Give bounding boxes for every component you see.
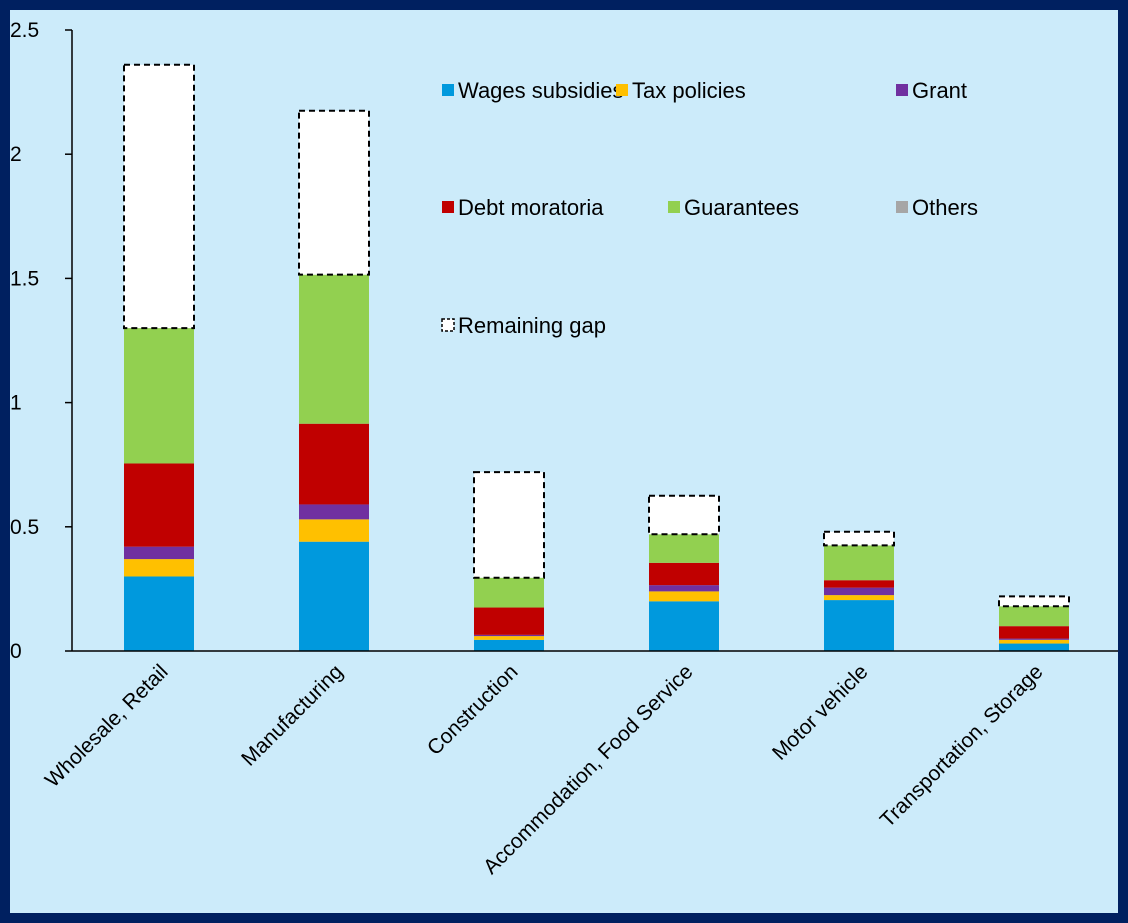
bar-wages-subsidies-1 (299, 541, 369, 651)
bar-wages-subsidies-4 (824, 600, 894, 651)
legend-swatch-grant (896, 84, 908, 96)
bar-tax-policies-3 (649, 591, 719, 602)
legend-label-others: Others (912, 195, 978, 220)
chart-frame: 0 0.5 1 1.5 2 2.5 Wholesale, Retail Manufactur… (10, 10, 1118, 913)
legend-label-remaining-gap: Remaining gap (458, 313, 606, 338)
bar-tax-policies-2 (474, 636, 544, 640)
bar-debt-moratoria-1 (299, 423, 369, 505)
y-tick-label: 1 (10, 392, 22, 415)
legend-label-grant: Grant (912, 78, 967, 103)
y-tick-label: 2 (10, 143, 22, 166)
legend-label-tax-policies: Tax policies (632, 78, 746, 103)
legend-label-wages-subsidies: Wages subsidies (458, 78, 623, 103)
legend-swatch-guarantees (668, 201, 680, 213)
bar-debt-moratoria-4 (824, 580, 894, 588)
bar-grant-1 (299, 504, 369, 520)
legend-label-guarantees: Guarantees (684, 195, 799, 220)
bar-debt-moratoria-2 (474, 607, 544, 635)
y-tick-label: 0.5 (10, 516, 39, 539)
y-tick-label: 0 (10, 640, 22, 663)
bar-guarantees-1 (299, 274, 369, 424)
bar-wages-subsidies-5 (999, 643, 1069, 651)
bar-guarantees-4 (824, 545, 894, 581)
bar-guarantees-2 (474, 577, 544, 608)
x-category-label: Transportation, Storage (876, 660, 1048, 832)
bar-remaining-gap-0 (123, 63, 195, 330)
bar-guarantees-3 (649, 534, 719, 563)
bar-debt-moratoria-0 (124, 463, 194, 547)
bar-wages-subsidies-3 (649, 601, 719, 651)
bar-debt-moratoria-5 (999, 626, 1069, 639)
stacked-bar-chart: 0 0.5 1 1.5 2 2.5 Wholesale, Retail Manufactur… (10, 19, 1118, 879)
legend-swatch-tax-policies (616, 84, 628, 96)
legend-label-debt-moratoria: Debt moratoria (458, 195, 604, 220)
bar-tax-policies-5 (999, 639, 1069, 644)
bar-grant-0 (124, 546, 194, 560)
bar-guarantees-0 (124, 328, 194, 464)
bar-remaining-gap-1 (298, 109, 370, 276)
bar-remaining-gap-4 (823, 530, 895, 547)
legend-swatch-wages-subsidies (442, 84, 454, 96)
bar-grant-2 (474, 634, 544, 637)
bar-grant-5 (999, 638, 1069, 640)
legend-swatch-debt-moratoria (442, 201, 454, 213)
x-category-label: Wholesale, Retail (41, 660, 173, 792)
bar-debt-moratoria-3 (649, 562, 719, 586)
bar-remaining-gap-2 (473, 471, 545, 579)
bar-guarantees-5 (999, 606, 1069, 627)
bar-wages-subsidies-0 (124, 576, 194, 651)
legend-swatch-remaining-gap (441, 318, 455, 332)
x-category-label: Accommodation, Food Service (479, 660, 697, 878)
bar-wages-subsidies-2 (474, 639, 544, 651)
bar-grant-4 (824, 587, 894, 596)
x-category-label: Construction (423, 660, 523, 760)
x-category-label: Motor vehicle (768, 660, 873, 765)
legend-swatch-others (896, 201, 908, 213)
bar-tax-policies-4 (824, 595, 894, 601)
bar-tax-policies-1 (299, 519, 369, 542)
bar-remaining-gap-3 (648, 494, 720, 536)
x-category-label: Manufacturing (237, 660, 347, 770)
bar-grant-3 (649, 585, 719, 592)
bar-remaining-gap-5 (998, 595, 1070, 608)
bar-tax-policies-0 (124, 559, 194, 577)
y-tick-label: 2.5 (10, 19, 39, 42)
y-tick-label: 1.5 (10, 267, 39, 290)
